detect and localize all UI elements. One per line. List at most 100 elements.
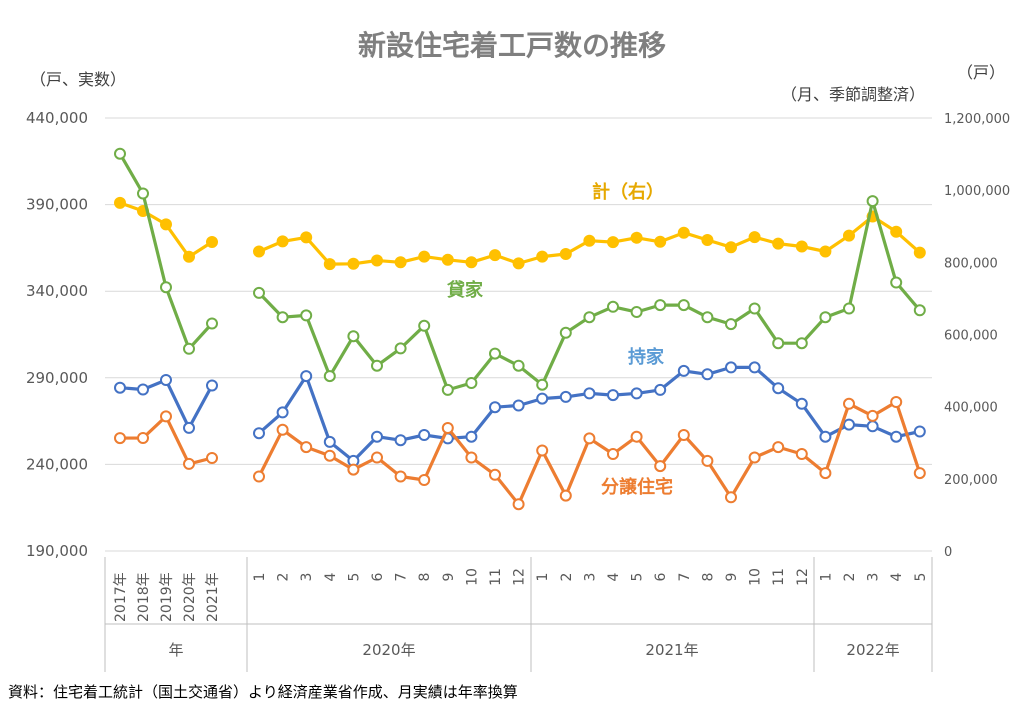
data-point — [819, 311, 832, 324]
gridlines — [105, 117, 932, 552]
data-point — [323, 435, 336, 448]
x-tick-label: 10 — [464, 568, 480, 586]
data-point — [441, 422, 454, 434]
data-point — [206, 236, 218, 248]
data-point — [607, 448, 619, 460]
data-point — [654, 460, 667, 473]
data-point — [347, 257, 360, 270]
data-point — [512, 257, 525, 270]
x-tick-label: 1 — [535, 573, 551, 582]
x-axis: 2017年 2018年 2019年 2020年 2021年 1 2 3 4 5 6 7 8 9 10 11 12… — [104, 557, 933, 672]
data-point — [276, 311, 289, 324]
x-tick-label: 11 — [488, 568, 504, 586]
data-point — [371, 359, 383, 372]
data-point — [276, 423, 289, 436]
data-point — [607, 236, 619, 249]
x-tick-label: 2018年 — [136, 572, 152, 622]
y-left-ticks: 440,000 390,000 340,000 290,000 240,000 190,0… — [26, 109, 88, 560]
data-point — [137, 432, 149, 444]
y-left-tick-label: 240,000 — [26, 455, 88, 473]
data-point — [677, 299, 690, 312]
x-tick-label: 2020年 — [182, 572, 198, 622]
x-tick-label: 4 — [606, 572, 622, 581]
data-point — [441, 383, 454, 396]
data-point — [913, 467, 926, 480]
data-point — [418, 474, 431, 486]
data-point — [536, 250, 549, 263]
x-tick-label: 6 — [370, 572, 386, 581]
y-right-tick-label: 1,200,000 — [944, 112, 1010, 127]
data-point — [866, 409, 879, 422]
data-point — [654, 299, 667, 312]
data-point — [701, 368, 714, 381]
y-left-tick-label: 440,000 — [26, 109, 88, 127]
x-group-label: 2022年 — [846, 641, 899, 659]
data-point — [160, 281, 172, 294]
data-point — [394, 470, 407, 483]
data-point — [489, 468, 501, 481]
data-point — [677, 364, 690, 377]
data-point — [371, 451, 383, 464]
data-point — [371, 254, 383, 267]
data-point — [512, 498, 525, 511]
series-line — [257, 365, 921, 463]
x-tick-label: 2017年 — [113, 572, 129, 622]
data-point — [748, 231, 761, 244]
data-point — [253, 470, 265, 483]
data-point — [418, 429, 431, 441]
x-tick-label: 3 — [582, 573, 598, 582]
data-point — [583, 432, 596, 445]
data-point — [772, 337, 785, 350]
data-point — [394, 256, 407, 269]
data-point — [795, 337, 808, 350]
data-point — [890, 396, 903, 408]
data-point — [913, 304, 926, 317]
data-point — [866, 420, 879, 433]
x-tick-label: 4 — [889, 572, 905, 581]
data-point — [890, 225, 903, 238]
data-point — [183, 457, 195, 470]
data-point — [418, 250, 431, 263]
y-right-tick-label: 800,000 — [944, 256, 998, 271]
data-point — [536, 444, 549, 457]
data-point — [630, 387, 643, 400]
y-right-tick-label: 0 — [944, 545, 952, 560]
x-tick-label: 2019年 — [159, 572, 175, 622]
data-point — [843, 418, 855, 431]
y-left-tick-label: 340,000 — [26, 282, 88, 300]
data-point — [843, 229, 855, 242]
data-point — [489, 401, 501, 414]
data-point — [323, 449, 336, 462]
data-point — [725, 241, 737, 254]
x-tick-label: 1 — [818, 573, 834, 582]
data-point — [114, 196, 126, 209]
data-point — [300, 370, 313, 383]
series-label-total: 計（右） — [592, 181, 664, 203]
x-tick-label: 2 — [276, 573, 292, 582]
x-tick-label: 5 — [630, 573, 646, 582]
series-line — [119, 414, 213, 466]
data-point — [347, 463, 360, 476]
y-right-tick-label: 600,000 — [944, 329, 998, 344]
data-point — [465, 430, 478, 443]
series-line — [257, 400, 922, 506]
data-point — [630, 231, 643, 244]
series-line — [257, 199, 922, 392]
data-point — [654, 235, 667, 248]
data-point — [607, 389, 619, 402]
data-point — [725, 361, 737, 374]
data-point — [465, 377, 478, 389]
data-point — [489, 347, 501, 360]
data-point — [559, 326, 572, 339]
data-point — [489, 249, 501, 262]
data-point — [654, 383, 667, 396]
data-point — [795, 397, 808, 410]
series-label-rental: 貸家 — [447, 279, 484, 301]
data-point — [183, 342, 195, 355]
data-point — [630, 430, 643, 443]
x-tick-label: 2 — [559, 573, 575, 582]
data-point — [300, 441, 313, 454]
series-layer — [114, 147, 926, 511]
data-point — [677, 226, 690, 239]
data-point — [795, 448, 808, 460]
